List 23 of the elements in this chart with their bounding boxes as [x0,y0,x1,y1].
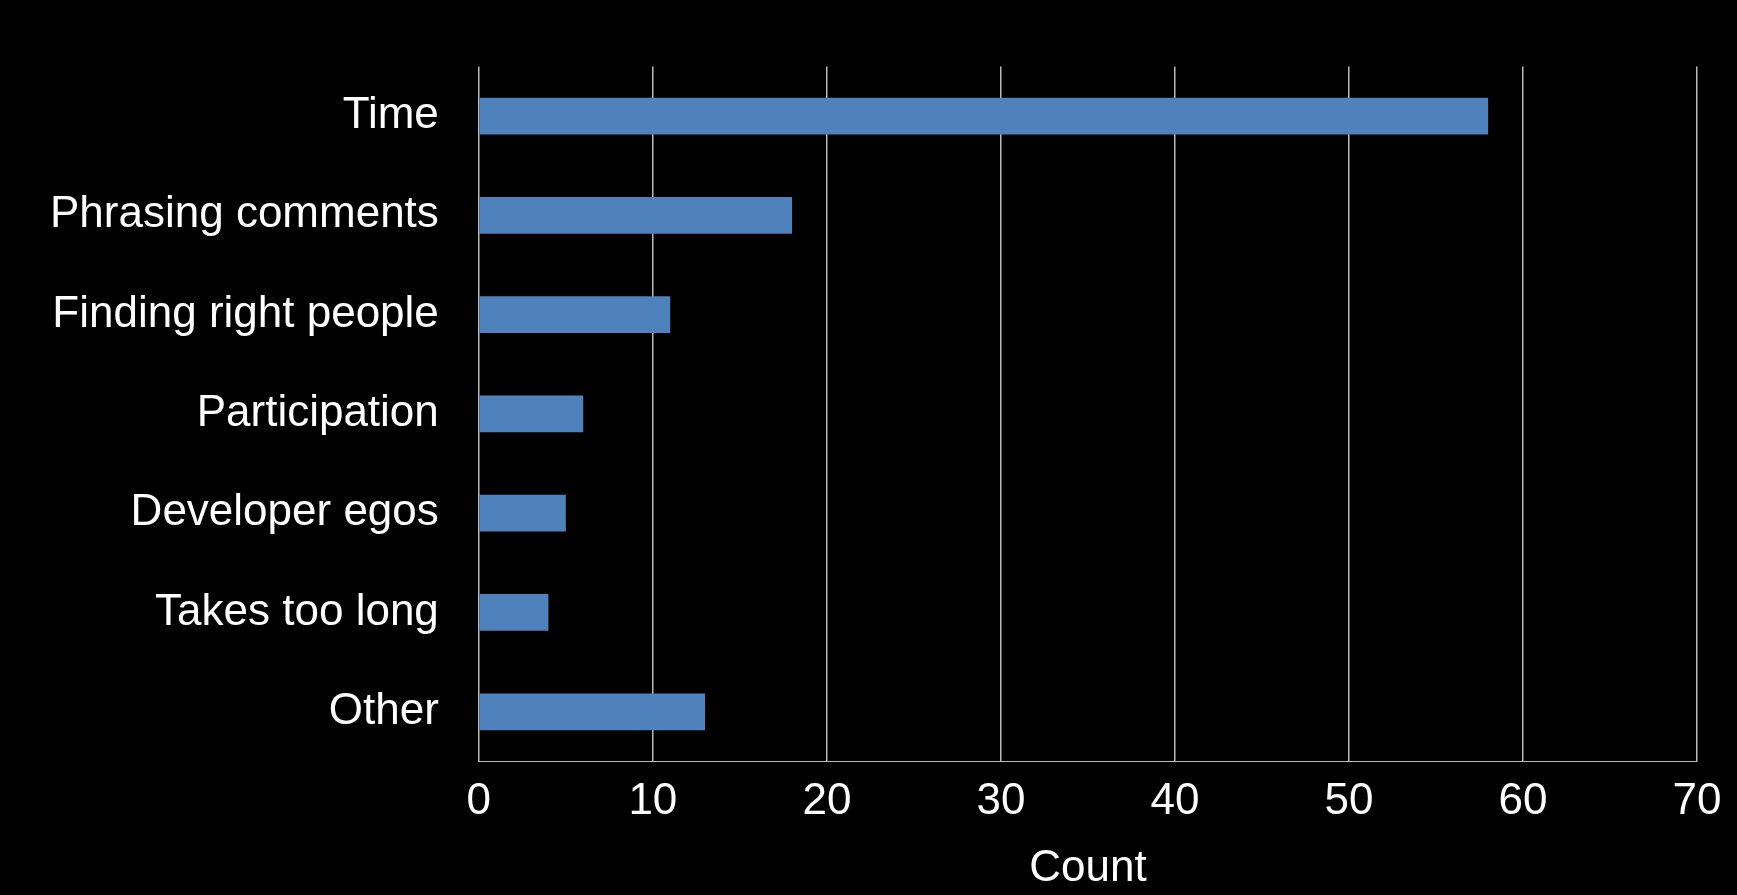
x-tick-label: 30 [976,773,1026,823]
x-tick-label: 60 [1498,773,1548,823]
bar [479,494,566,532]
y-tick-label: Other [328,683,439,733]
x-axis-title: Count [1029,840,1147,890]
bar [479,196,793,234]
bar [479,97,1489,135]
y-tick-label: Time [342,88,439,138]
x-tick-label: 0 [466,773,492,823]
x-tick-label: 70 [1672,773,1722,823]
bar [479,594,549,631]
x-tick-label: 40 [1150,773,1200,823]
y-tick-label: Developer egos [130,485,439,535]
x-tick-label: 10 [628,773,678,823]
x-tick-label: 20 [802,773,852,823]
bar [479,395,584,433]
bar [479,296,671,333]
bar [479,693,706,731]
y-tick-label: Finding right people [52,286,439,336]
x-tick-label: 50 [1324,773,1374,823]
y-tick-label: Phrasing comments [50,187,439,237]
y-tick-label: Takes too long [155,584,439,634]
y-tick-label: Participation [196,386,439,436]
